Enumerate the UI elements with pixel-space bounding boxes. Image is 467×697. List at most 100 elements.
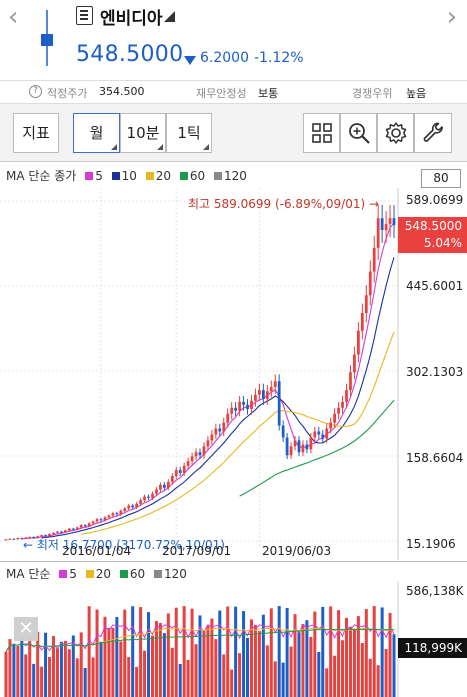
volume-ma60-line [5, 628, 395, 653]
volume-bar [158, 623, 162, 697]
volume-bar [182, 606, 186, 697]
candle-body [222, 422, 226, 432]
period-month-button[interactable]: 월 [73, 113, 120, 153]
change-percent: -1.12% [254, 50, 304, 66]
current-price-tag-pct: 5.04% [423, 236, 462, 250]
candle-body [79, 525, 83, 528]
ma60-label: 60 [189, 169, 206, 183]
volume-bar [71, 635, 75, 697]
volume-bar [238, 653, 242, 697]
vol-ma120-swatch [153, 570, 162, 578]
valuation-info-row: ? 적정주가 354.500 재무안정성 보통 경쟁우위 높음 [0, 80, 467, 104]
volume-bar [218, 610, 222, 697]
view-count-input[interactable]: 80 [421, 169, 461, 188]
volume-bar [127, 657, 131, 697]
next-stock-arrow-icon[interactable]: › [446, 2, 457, 32]
vol-ma20-label: 20 [95, 567, 112, 581]
volume-bar [28, 633, 32, 697]
period-tick-button[interactable]: 1틱 [166, 113, 212, 153]
candle-body [135, 503, 139, 508]
zoom-button[interactable] [340, 113, 377, 153]
chart-toolbar: 지표 월 10분 1틱 [0, 104, 467, 162]
tools-button[interactable] [414, 113, 452, 153]
candle-body [174, 470, 178, 476]
volume-bar [285, 608, 289, 697]
volume-bar [305, 620, 309, 697]
candle-body [28, 536, 32, 538]
candle-body [277, 381, 281, 426]
ma5-line [21, 222, 395, 540]
help-icon[interactable]: ? [29, 85, 42, 98]
candle-body [293, 440, 297, 447]
volume-bar [321, 606, 325, 697]
candle-body [261, 390, 265, 399]
candle-body [83, 525, 87, 527]
volume-bar [111, 627, 115, 697]
candle-body [238, 401, 241, 411]
wrench-icon [423, 122, 443, 142]
volume-bar [67, 649, 71, 697]
candle-body [341, 401, 344, 408]
indicator-button[interactable]: 지표 [13, 113, 59, 153]
ma20-line [81, 331, 395, 535]
volume-bar [376, 665, 380, 697]
candle-body [250, 400, 253, 409]
close-icon[interactable]: ✕ [14, 617, 38, 641]
indicator-label: 지표 [22, 124, 50, 142]
volume-ma-legend[interactable]: MA 단순 5 20 60 120 [6, 565, 187, 582]
candle-body [20, 538, 24, 540]
candle-body [71, 528, 75, 530]
volume-bar [107, 628, 111, 697]
volume-bar [269, 608, 273, 697]
price-chart[interactable] [0, 188, 467, 560]
dropdown-corner-icon [157, 144, 163, 150]
price-axis-label: 158.6604 [406, 451, 464, 465]
volume-bar [174, 607, 178, 697]
candle-body [206, 440, 210, 447]
candle-body [202, 446, 206, 456]
candle-body [325, 428, 329, 439]
current-price: 548.5000 [76, 42, 184, 67]
volume-bar [214, 639, 218, 697]
candle-body [155, 489, 158, 494]
candle-body [12, 538, 16, 540]
candle-body [380, 218, 384, 231]
competitive-label: 경쟁우위 [352, 87, 393, 100]
volume-bar [147, 612, 151, 697]
mini-candle-icon [41, 10, 53, 66]
stock-name-caret-icon[interactable] [164, 11, 175, 22]
volume-bar [226, 606, 230, 697]
ma-legend[interactable]: MA 단순 종가 5 10 20 60 120 [6, 167, 247, 184]
volume-bar [44, 632, 48, 697]
stock-name[interactable]: 엔비디아 [100, 9, 163, 29]
settings-button[interactable] [377, 113, 414, 153]
volume-bar [329, 606, 333, 697]
candle-body [364, 295, 368, 314]
candle-body [345, 390, 348, 402]
stability-value: 보통 [258, 87, 279, 100]
price-axis-label: 589.0699 [406, 193, 464, 207]
dropdown-corner-icon [203, 144, 209, 150]
volume-bar [40, 666, 44, 697]
ma10-label: 10 [121, 169, 137, 183]
stock-list-icon[interactable] [76, 6, 93, 25]
volume-chart[interactable] [0, 582, 467, 697]
volume-bar [297, 632, 301, 697]
volume-bar [131, 606, 135, 697]
candle-body [170, 475, 174, 482]
prev-stock-arrow-icon[interactable]: ‹ [8, 2, 19, 32]
volume-bar [360, 643, 364, 697]
candle-body [111, 513, 115, 516]
volume-bar [103, 616, 107, 697]
period-10min-button[interactable]: 10분 [120, 113, 166, 153]
volume-bar [170, 647, 174, 697]
volume-bar [384, 649, 388, 697]
candle-body [182, 465, 186, 473]
volume-bar [12, 643, 16, 697]
candle-body [166, 481, 170, 488]
grid-button[interactable] [303, 113, 340, 153]
volume-bar [206, 625, 210, 697]
volume-bar [301, 623, 305, 697]
low-price-note: ← 최저 16.7700 (3170.72%,10/01) [23, 538, 225, 552]
volume-bar [8, 639, 12, 697]
